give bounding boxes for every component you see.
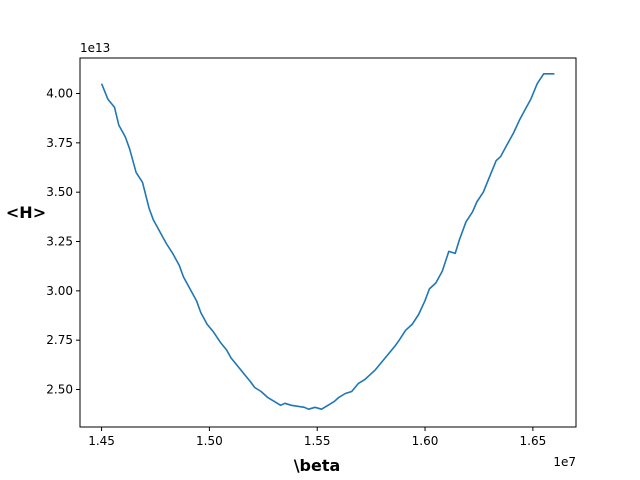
y-tick-label: 4.00 (46, 87, 73, 101)
x-tick-label: 1.45 (88, 434, 115, 448)
series-layer (100, 73, 555, 410)
x-offset-label: 1e7 (553, 455, 576, 469)
x-tick-label: 1.65 (520, 434, 547, 448)
x-tick-label: 1.55 (304, 434, 331, 448)
y-tick-label: 2.75 (46, 333, 73, 347)
y-axis-title: <H> (6, 203, 46, 222)
y-axis: 2.50 2.75 3.00 3.25 3.50 3.75 4.00 (46, 87, 80, 397)
x-axis-title: \beta (294, 456, 341, 475)
y-tick-label: 3.00 (46, 284, 73, 298)
x-tick-label: 1.50 (196, 434, 223, 448)
y-tick-label: 3.50 (46, 185, 73, 199)
series-line (100, 73, 555, 410)
y-tick-label: 3.25 (46, 235, 73, 249)
y-offset-label: 1e13 (80, 41, 110, 55)
x-tick-label: 1.60 (412, 434, 439, 448)
y-tick-label: 2.50 (46, 383, 73, 397)
plot-frame (79, 57, 577, 428)
y-tick-label: 3.75 (46, 136, 73, 150)
plot-area (80, 58, 576, 427)
x-axis: 1.45 1.50 1.55 1.60 1.65 (88, 427, 546, 448)
